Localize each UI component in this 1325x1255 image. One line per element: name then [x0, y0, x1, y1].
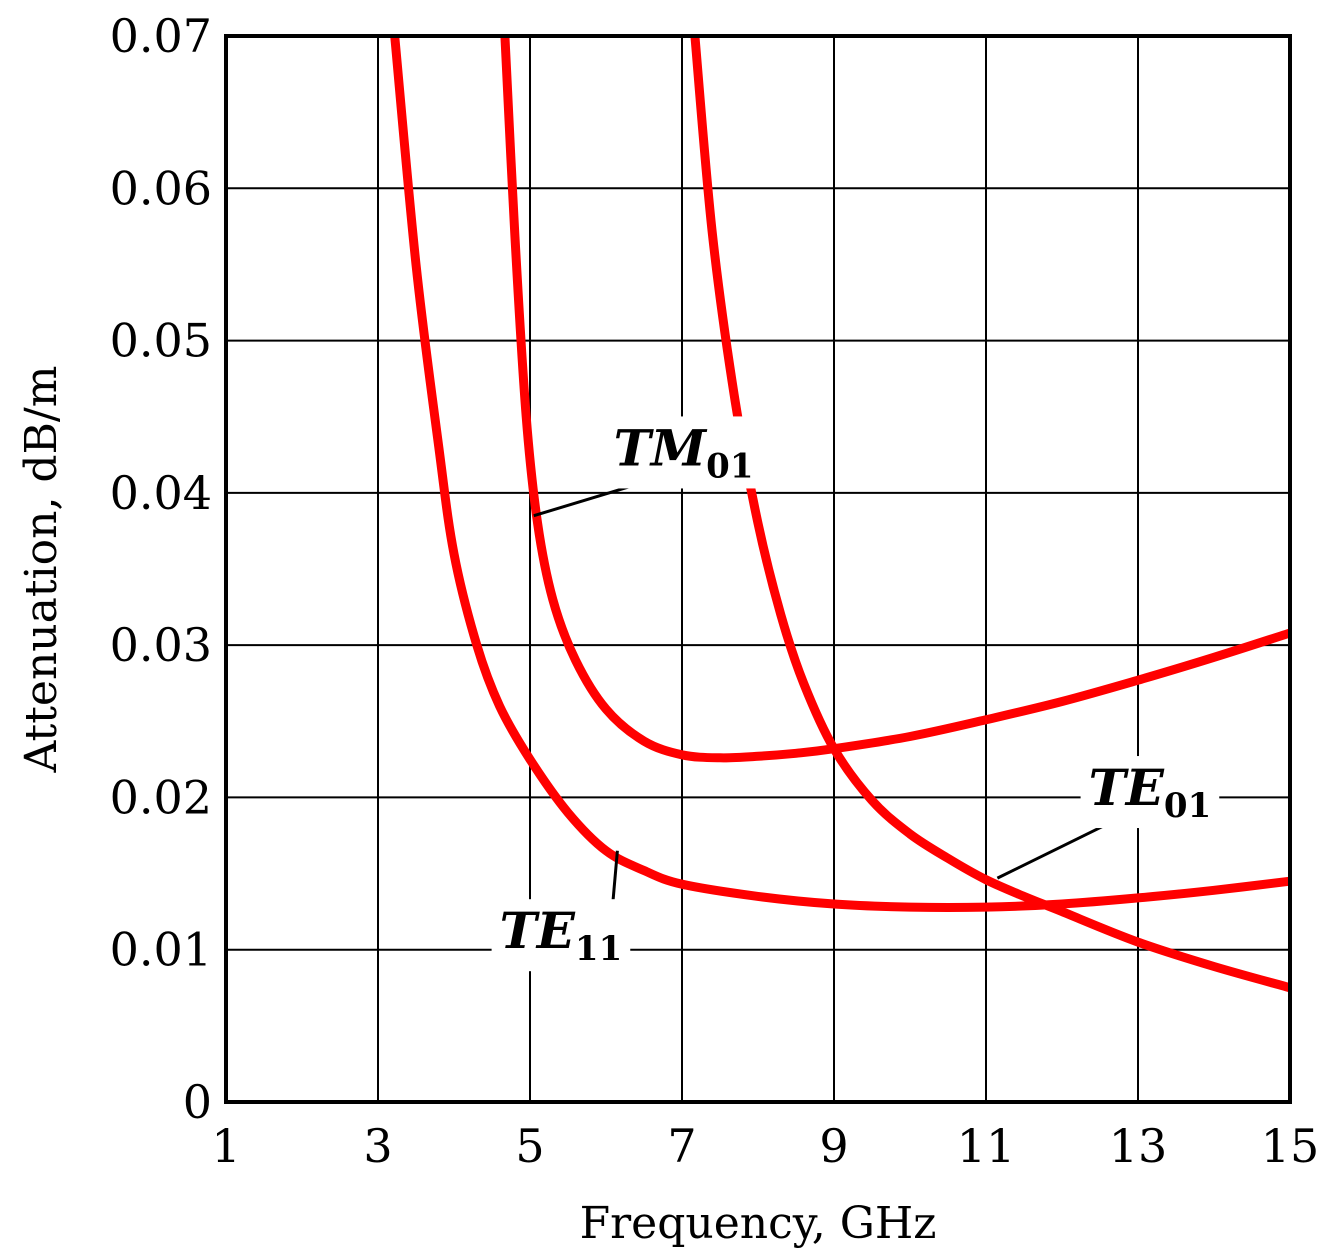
series-label-main: TM — [614, 418, 708, 477]
x-tick-label-9: 9 — [819, 1119, 848, 1173]
y-tick-label-0.07: 0.07 — [110, 9, 212, 63]
series-line-tm01 — [500, 35, 1292, 763]
y-tick-label-0.06: 0.06 — [110, 161, 212, 215]
plot-frame — [224, 34, 1292, 1104]
series-label-main: TE — [500, 901, 576, 960]
series-label-sub: 01 — [706, 446, 753, 486]
series-label-te01: TE01 — [1089, 758, 1212, 826]
series-line-te01 — [690, 35, 1292, 993]
y-tick-labels: 0 0.01 0.02 0.03 0.04 0.05 0.06 0.07 — [110, 9, 212, 1129]
leader-line-te01 — [996, 824, 1104, 880]
y-tick-label-0.03: 0.03 — [110, 618, 212, 672]
series-label-te11: TE11 — [500, 901, 623, 969]
x-tick-label-1: 1 — [211, 1119, 240, 1173]
label-background-tm01 — [605, 416, 762, 489]
leader-line-tm01 — [533, 485, 631, 518]
y-tick-label-0.02: 0.02 — [110, 770, 212, 824]
y-tick-label-0.01: 0.01 — [110, 923, 212, 977]
x-tick-label-3: 3 — [363, 1119, 392, 1173]
label-background-te01 — [1080, 756, 1220, 829]
x-tick-label-5: 5 — [515, 1119, 544, 1173]
series-label-sub: 01 — [1164, 786, 1211, 826]
x-tick-label-7: 7 — [667, 1119, 696, 1173]
label-background-te11 — [491, 899, 631, 972]
x-tick-label-11: 11 — [957, 1119, 1016, 1173]
x-tick-label-13: 13 — [1109, 1119, 1168, 1173]
series-label-main: TE — [1089, 758, 1165, 817]
y-tick-label-0.04: 0.04 — [110, 466, 212, 520]
x-tick-labels: 1 3 5 7 9 11 13 15 — [211, 1119, 1319, 1173]
x-tick-label-15: 15 — [1261, 1119, 1320, 1173]
y-tick-label-0.05: 0.05 — [110, 314, 212, 368]
x-axis-title: Frequency, GHz — [580, 1198, 937, 1249]
y-axis-title: Attenuation, dB/m — [16, 366, 67, 774]
series-label-tm01: TM01 — [614, 418, 754, 486]
series-label-sub: 11 — [575, 929, 622, 969]
y-tick-label-0: 0 — [183, 1075, 212, 1129]
